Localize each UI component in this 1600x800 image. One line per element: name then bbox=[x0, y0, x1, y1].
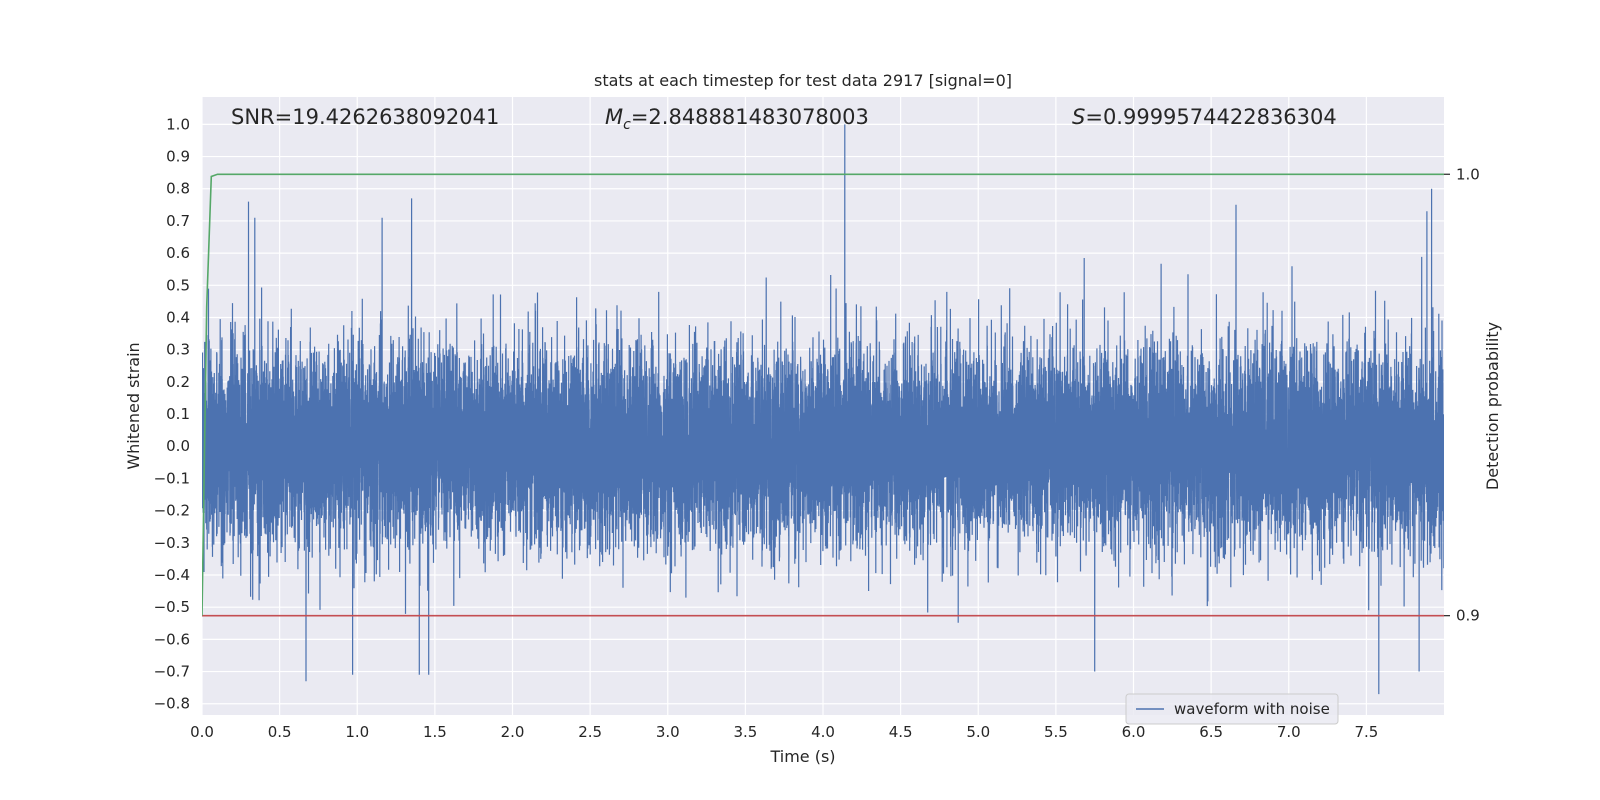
legend-entry-waveform: waveform with noise bbox=[1174, 700, 1330, 718]
snr-annotation: SNR=19.4262638092041 bbox=[231, 105, 499, 129]
chirp-mass-value: =2.848881483078003 bbox=[631, 105, 869, 129]
x-tick-label: 5.5 bbox=[1044, 723, 1068, 741]
y-tick-label: 0.4 bbox=[166, 308, 190, 326]
y-tick-label: 0.8 bbox=[166, 180, 190, 198]
y-tick-label: 0.3 bbox=[166, 341, 190, 359]
y-tick-label: 0.1 bbox=[166, 405, 190, 423]
legend-box bbox=[1125, 693, 1339, 725]
y2-tick-label: 0.9 bbox=[1456, 607, 1480, 625]
waveform-series bbox=[202, 124, 1444, 695]
s-annotation: S=0.9999574422836304 bbox=[1072, 105, 1337, 129]
y-tick-label: 0.2 bbox=[166, 373, 190, 391]
y-tick-label: −0.4 bbox=[154, 566, 190, 584]
x-tick-label: 4.5 bbox=[889, 723, 913, 741]
x-axis-label: Time (s) bbox=[769, 747, 835, 766]
detection-probability-line bbox=[202, 173, 1444, 616]
y-tick-label: −0.2 bbox=[154, 502, 190, 520]
x-tick-label: 1.5 bbox=[423, 723, 447, 741]
chirp-mass-subscript: c bbox=[623, 117, 631, 133]
y-tick-label: −0.1 bbox=[154, 469, 190, 487]
y-tick-label: −0.5 bbox=[154, 598, 190, 616]
x-tick-label: 3.5 bbox=[733, 723, 757, 741]
x-tick-label: 2.5 bbox=[578, 723, 602, 741]
x-tick-label: 5.0 bbox=[966, 723, 990, 741]
y-tick-label: 0.6 bbox=[166, 244, 190, 262]
s-value: =0.9999574422836304 bbox=[1085, 105, 1336, 129]
y2-ticks: 1.0 0.9 bbox=[1444, 165, 1480, 625]
x-tick-label: 4.0 bbox=[811, 723, 835, 741]
x-tick-label: 6.5 bbox=[1199, 723, 1223, 741]
y-tick-label: 0.9 bbox=[166, 148, 190, 166]
y2-axis-label: Detection probability bbox=[1483, 322, 1502, 490]
x-tick-label: 3.0 bbox=[656, 723, 680, 741]
series-layer bbox=[202, 124, 1444, 695]
y-tick-label: −0.8 bbox=[154, 695, 190, 713]
chirp-mass-symbol: M bbox=[605, 105, 623, 129]
y-tick-label: −0.6 bbox=[154, 630, 190, 648]
y-ticks: 1.0 0.9 0.8 0.7 0.6 0.5 0.4 0.3 0.2 0.1 0.0 −0.1 −0.… bbox=[154, 115, 190, 712]
chirp-mass-annotation: Mc=2.848881483078003 bbox=[605, 105, 869, 133]
y-tick-label: 1.0 bbox=[166, 115, 190, 133]
s-symbol: S bbox=[1072, 105, 1085, 129]
x-tick-label: 7.0 bbox=[1277, 723, 1301, 741]
y-tick-label: −0.3 bbox=[154, 534, 190, 552]
y-tick-label: 0.7 bbox=[166, 212, 190, 230]
y-tick-label: 0.0 bbox=[166, 437, 190, 455]
x-tick-label: 2.0 bbox=[501, 723, 525, 741]
chart-title: stats at each timestep for test data 291… bbox=[594, 71, 1012, 90]
x-tick-label: 6.0 bbox=[1122, 723, 1146, 741]
legend: waveform with noise bbox=[1125, 693, 1339, 725]
y2-tick-label: 1.0 bbox=[1456, 165, 1480, 183]
y-tick-label: 0.5 bbox=[166, 276, 190, 294]
x-ticks: 0.0 0.5 1.0 1.5 2.0 2.5 3.0 3.5 4.0 4.5 5.0 5.5 6.0 6… bbox=[190, 723, 1378, 741]
x-tick-label: 0.5 bbox=[268, 723, 292, 741]
x-tick-label: 0.0 bbox=[190, 723, 214, 741]
x-tick-label: 7.5 bbox=[1354, 723, 1378, 741]
y-tick-label: −0.7 bbox=[154, 663, 190, 681]
y-axis-label: Whitened strain bbox=[124, 342, 143, 469]
x-tick-label: 1.0 bbox=[345, 723, 369, 741]
